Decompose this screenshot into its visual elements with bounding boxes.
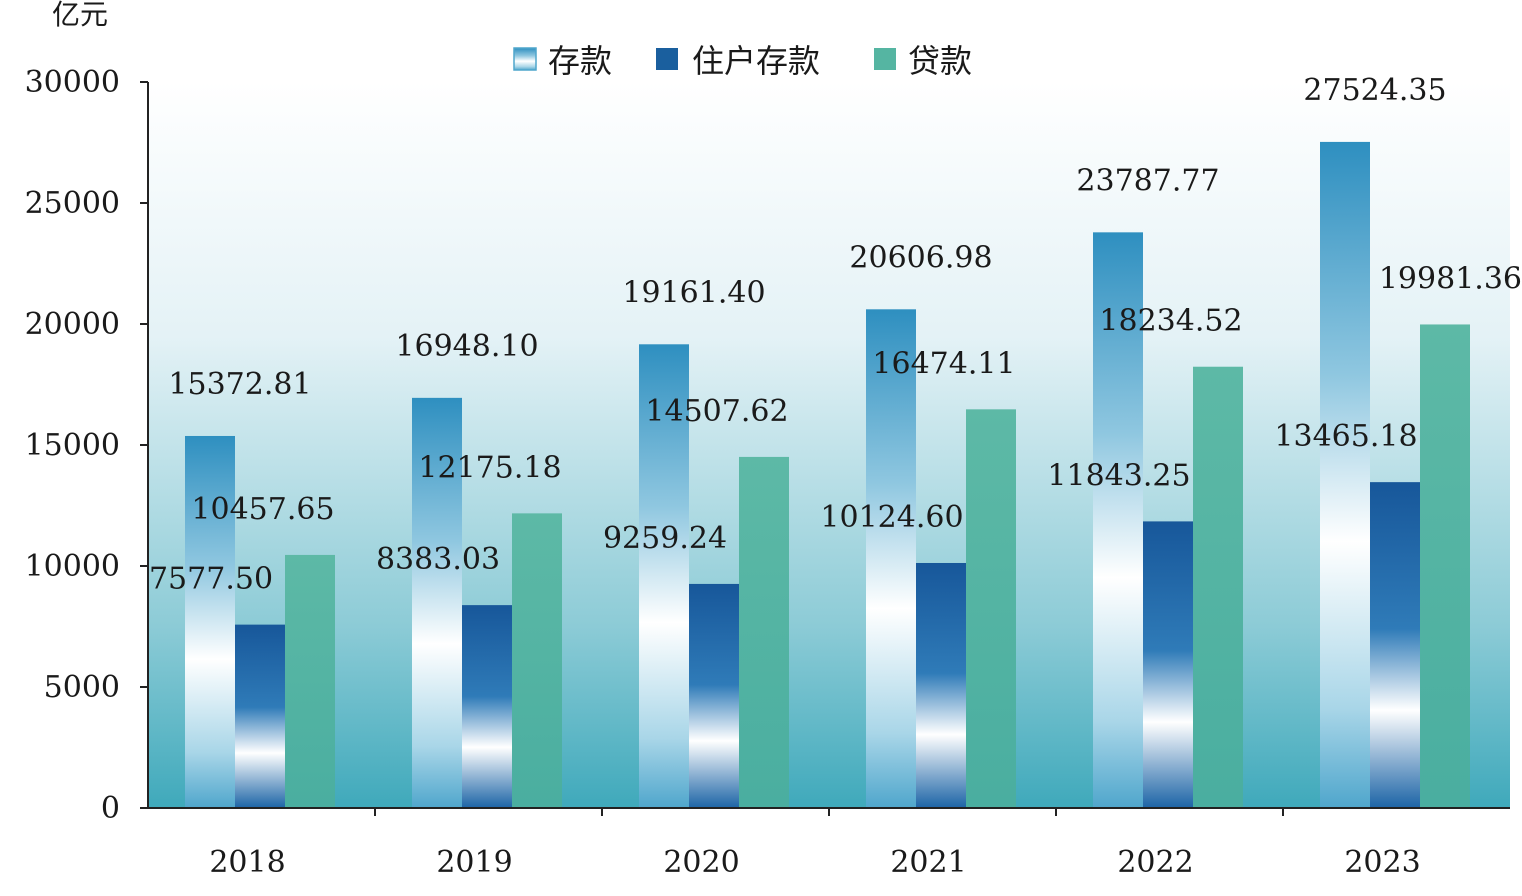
x-axis-ticks: 2018 2019 2020 2021 2022 2023 xyxy=(209,808,1421,880)
bar-household-deposits-2022 xyxy=(1143,521,1193,808)
data-labels: 15372.81 16948.10 19161.40 20606.98 23787.77… xyxy=(149,73,1522,597)
bar-loans-2022 xyxy=(1193,366,1243,808)
data-label-loans-2023: 19981.36 xyxy=(1379,261,1522,296)
bars-group xyxy=(185,141,1470,809)
legend-swatch-loans xyxy=(874,48,896,70)
data-label-loans-2019: 12175.18 xyxy=(418,450,561,485)
y-tick-label: 30000 xyxy=(25,65,120,100)
legend-label-household-deposits: 住户存款 xyxy=(692,42,820,80)
data-label-household-deposits-2023: 13465.18 xyxy=(1274,419,1417,454)
bar-deposits-2023 xyxy=(1320,141,1370,808)
data-label-household-deposits-2020: 9259.24 xyxy=(603,521,727,556)
plot-background xyxy=(148,82,1510,808)
y-tick-label: 20000 xyxy=(25,307,120,342)
data-label-loans-2020: 14507.62 xyxy=(645,394,788,429)
data-label-loans-2022: 18234.52 xyxy=(1099,304,1242,339)
legend-label-deposits: 存款 xyxy=(548,42,612,80)
x-tick-label: 2022 xyxy=(1117,845,1193,880)
legend-item-household-deposits: 住户存款 xyxy=(656,42,820,80)
data-label-household-deposits-2019: 8383.03 xyxy=(376,542,500,577)
bar-loans-2020 xyxy=(739,456,789,808)
data-label-deposits-2018: 15372.81 xyxy=(168,367,311,402)
data-label-deposits-2020: 19161.40 xyxy=(622,275,765,310)
bar-deposits-2018 xyxy=(185,435,235,808)
bar-household-deposits-2019 xyxy=(462,605,512,808)
bar-household-deposits-2018 xyxy=(235,624,285,808)
legend-swatch-deposits xyxy=(513,47,537,71)
bar-household-deposits-2020 xyxy=(689,583,739,808)
bar-household-deposits-2021 xyxy=(916,562,966,808)
x-tick-label: 2023 xyxy=(1344,845,1420,880)
legend-label-loans: 贷款 xyxy=(908,42,972,80)
x-tick-label: 2020 xyxy=(663,845,739,880)
y-axis-ticks: 0 5000 10000 15000 20000 25000 30000 xyxy=(25,65,148,826)
bar-deposits-2021 xyxy=(866,309,916,808)
legend-item-loans: 贷款 xyxy=(874,42,972,80)
bar-loans-2018 xyxy=(285,554,335,808)
legend-item-deposits: 存款 xyxy=(513,42,612,80)
y-tick-label: 5000 xyxy=(44,670,120,705)
y-tick-label: 25000 xyxy=(25,186,120,221)
y-tick-label: 0 xyxy=(101,791,120,826)
x-tick-label: 2018 xyxy=(209,845,285,880)
data-label-household-deposits-2021: 10124.60 xyxy=(820,500,963,535)
data-label-household-deposits-2022: 11843.25 xyxy=(1047,458,1190,493)
y-tick-label: 10000 xyxy=(25,549,120,584)
data-label-deposits-2021: 20606.98 xyxy=(849,240,992,275)
data-label-loans-2018: 10457.65 xyxy=(191,492,334,527)
y-tick-label: 15000 xyxy=(25,428,120,463)
legend: 存款 住户存款 贷款 xyxy=(513,42,972,80)
data-label-loans-2021: 16474.11 xyxy=(872,346,1015,381)
data-label-deposits-2023: 27524.35 xyxy=(1303,73,1446,108)
data-label-deposits-2019: 16948.10 xyxy=(395,329,538,364)
bar-loans-2019 xyxy=(512,513,562,808)
data-label-household-deposits-2018: 7577.50 xyxy=(149,562,273,597)
legend-swatch-household-deposits xyxy=(656,48,678,70)
data-label-deposits-2022: 23787.77 xyxy=(1076,163,1219,198)
x-tick-label: 2019 xyxy=(436,845,512,880)
y-axis-unit-label: 亿元 xyxy=(52,0,108,31)
bar-loans-2021 xyxy=(966,409,1016,808)
bar-deposits-2019 xyxy=(412,397,462,808)
bar-loans-2023 xyxy=(1420,324,1470,808)
bar-household-deposits-2023 xyxy=(1370,482,1420,808)
bar-deposits-2020 xyxy=(639,344,689,808)
x-tick-label: 2021 xyxy=(890,845,966,880)
bar-deposits-2022 xyxy=(1093,232,1143,809)
